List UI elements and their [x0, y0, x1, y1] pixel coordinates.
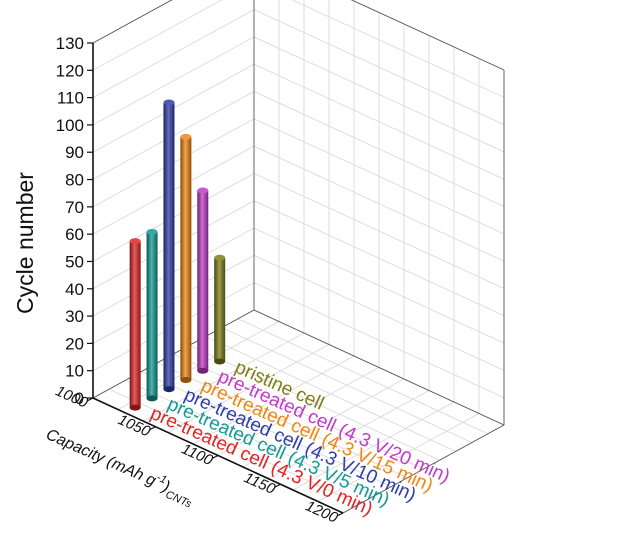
x-tick-label: 1050: [115, 411, 153, 440]
y-tick-label: 110: [57, 89, 84, 108]
y-tick-label: 30: [65, 307, 84, 326]
cylinder-base: [180, 376, 192, 383]
bars-layer: [129, 99, 226, 411]
side-wall-gridline: [92, 36, 255, 126]
floor-gridline: [237, 318, 489, 435]
cylinder-top: [214, 254, 226, 261]
x-tick-mark: [86, 397, 94, 402]
cylinder-top: [163, 99, 175, 106]
cylinder-body: [146, 231, 158, 399]
side-wall-gridline: [92, 9, 255, 98]
cylinder-base: [146, 395, 158, 402]
y-tick-label: 0: [75, 389, 84, 408]
y-tick-label: 120: [56, 61, 84, 80]
y-tick-label: 40: [65, 280, 84, 299]
floor-gridline: [221, 327, 472, 443]
x-tick-mark: [274, 483, 281, 488]
x-tick-mark: [149, 426, 156, 431]
y-tick-label: 50: [65, 252, 84, 271]
cylinder-top: [146, 228, 158, 235]
y-tick-label: 70: [65, 198, 84, 217]
y-axis-label: Cycle number: [12, 172, 38, 314]
grid-layer: [92, 0, 505, 514]
floor-gridline: [292, 401, 455, 491]
floor-gridline: [267, 390, 430, 479]
y-tick-label: 100: [56, 116, 84, 135]
cylinder-top: [129, 238, 141, 245]
cylinder-top: [180, 133, 192, 140]
frame-edge: [253, 309, 505, 426]
cylinder-base: [197, 367, 209, 374]
side-wall-gridline: [92, 0, 223, 71]
frame-edge: [342, 424, 505, 514]
frame-edge: [92, 0, 173, 44]
x-tick-mark: [211, 454, 219, 460]
y-tick-label: 130: [56, 34, 84, 53]
cylinder-body: [214, 257, 226, 362]
y-tick-label: 60: [65, 225, 84, 244]
floor-gridline: [173, 353, 424, 470]
x-axis-label-sub: CNTs: [164, 489, 194, 511]
frame-edge: [350, 0, 505, 71]
cylinder-body: [197, 190, 209, 371]
axes-layer: 0102030405060708090100110120130100010501…: [53, 0, 505, 527]
y-tick-label: 80: [65, 171, 84, 190]
floor-gridline: [317, 413, 480, 502]
y-tick-label: 20: [65, 334, 84, 353]
cylinder-base: [214, 358, 226, 365]
x-tick-label: 1000: [53, 383, 91, 412]
cylinder-body: [180, 136, 192, 380]
y-tick-label: 90: [65, 143, 84, 162]
cylinder-base: [129, 404, 141, 411]
floor-gridline: [189, 344, 440, 461]
cylinder-base: [163, 386, 175, 393]
y-tick-label: 10: [65, 362, 84, 381]
cylinder-body: [163, 102, 175, 390]
x-axis-label-sup: -1: [155, 471, 169, 486]
series-labels-layer: pre-treated cell (4.3 V/0 min)pre-treate…: [147, 357, 453, 520]
side-wall-gridline: [92, 0, 173, 44]
floor-gridline: [205, 336, 456, 452]
x-tick-mark: [336, 512, 344, 517]
cylinder-top: [197, 187, 209, 194]
cylinder-body: [129, 241, 141, 408]
floor-gridline: [242, 378, 405, 468]
